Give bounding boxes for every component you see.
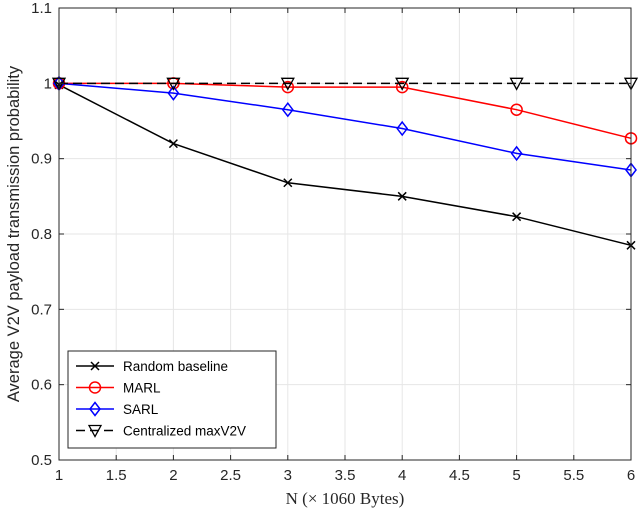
y-tick-label: 1: [44, 75, 52, 92]
legend-label-sarl: SARL: [123, 402, 159, 417]
x-tick-label: 5.5: [563, 467, 584, 484]
x-tick-label: 2.5: [220, 467, 241, 484]
x-tick-label: 3.5: [335, 467, 356, 484]
series-random-baseline: [54, 80, 636, 250]
legend-box: [67, 350, 277, 449]
data-point-marl: [281, 80, 295, 94]
data-point-sarl: [167, 85, 180, 101]
data-point-random-baseline: [168, 139, 178, 149]
legend-marker-centralized-maxv2v: [87, 424, 103, 438]
y-tick-label: 0.8: [31, 226, 52, 243]
y-tick-label: 0.5: [31, 452, 52, 469]
x-tick-label: 5: [512, 467, 520, 484]
series-line-random-baseline: [58, 84, 632, 247]
legend-label-random-baseline: Random baseline: [123, 359, 228, 374]
data-point-sarl: [281, 101, 294, 118]
x-tick-label: 4: [398, 467, 406, 484]
data-point-random-baseline: [283, 178, 293, 188]
data-point-centralized-maxv2v: [166, 77, 181, 91]
data-point-centralized-maxv2v: [509, 77, 524, 91]
x-axis-title: N (× 1060 Bytes): [286, 489, 405, 508]
x-tick-label: 3: [284, 467, 292, 484]
data-point-marl: [395, 80, 409, 94]
data-point-sarl: [396, 120, 409, 137]
series-line-marl: [59, 82, 632, 140]
legend-marker-marl: [88, 381, 102, 394]
data-point-centralized-maxv2v: [280, 77, 295, 91]
y-tick-label: 0.9: [31, 151, 52, 168]
axis-ticks: 1 1.5 2 2.5 3 3.5 4 4.5 5 5.5 6 0.5 0.6 0.7 0.8 0.9 1 1.1: [31, 0, 635, 484]
y-axis-title: Average V2V payload transmission probabi…: [5, 65, 23, 402]
x-tick-label: 1.5: [106, 467, 127, 484]
legend-marker-sarl: [89, 401, 101, 417]
legend-label-centralized-maxv2v: Centralized maxV2V: [123, 424, 246, 439]
data-point-centralized-maxv2v: [395, 77, 410, 91]
y-tick-label: 1.1: [31, 0, 52, 17]
legend-label-marl: MARL: [123, 381, 161, 396]
x-tick-label: 2: [169, 467, 177, 484]
x-tick-label: 4.5: [449, 467, 470, 484]
data-point-marl: [510, 103, 523, 116]
y-tick-label: 0.7: [31, 301, 52, 318]
y-tick-label: 0.6: [31, 377, 52, 394]
series-line-sarl: [58, 82, 632, 171]
series-sarl: [53, 75, 637, 178]
x-tick-label: 6: [627, 467, 635, 484]
data-point-sarl: [510, 145, 523, 162]
legend: Random baseline MARL SARL Centralized maxV2…: [67, 350, 277, 449]
data-point-random-baseline: [512, 212, 522, 222]
x-tick-label: 1: [55, 467, 63, 484]
data-point-random-baseline: [397, 191, 407, 201]
legend-marker-random-baseline: [90, 361, 100, 371]
